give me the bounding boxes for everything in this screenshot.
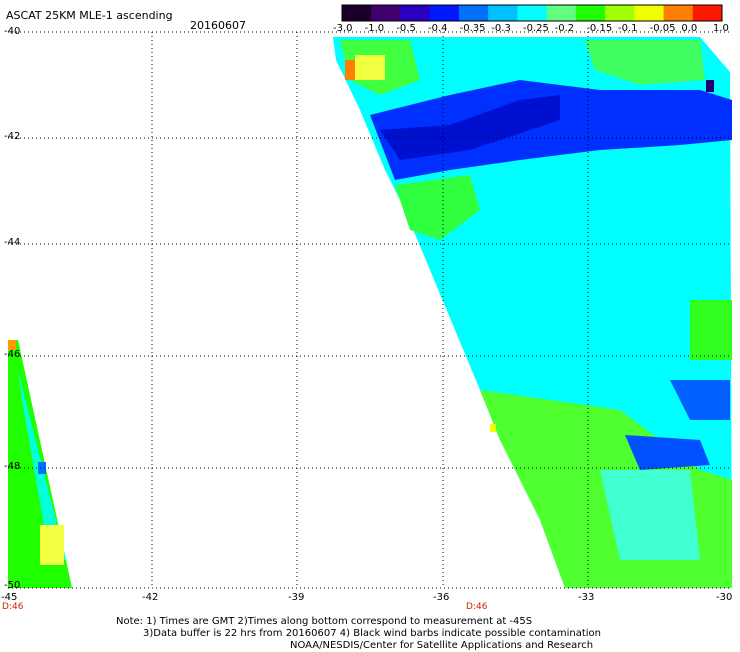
colorbar-segment (458, 5, 489, 21)
swath-yellow-edge (490, 424, 496, 432)
swath-label-left: D:46 (2, 602, 24, 612)
lon-label-42: -42 (142, 592, 159, 603)
swath-blue-core (380, 95, 560, 160)
colorbar-segment (371, 5, 401, 21)
colorbar-label: -0.2 (554, 23, 575, 34)
swath-yellow (355, 55, 385, 80)
colorbar-segment (575, 5, 606, 21)
lon-label-36: -36 (433, 592, 450, 603)
swath-green-mid (395, 175, 480, 240)
lat-label-44: -44 (4, 237, 21, 248)
colorbar-segment (692, 5, 723, 21)
swath-cyan-bottom (600, 470, 700, 560)
colorbar-segment (605, 5, 635, 21)
swath-left-yellow (40, 525, 64, 565)
lat-label-48: -48 (4, 461, 21, 472)
lat-label-40: -40 (4, 26, 21, 37)
swath-left-orange (8, 340, 16, 350)
colorbar-label: -3.0 (333, 23, 353, 34)
colorbar-label: -0.35 (459, 23, 486, 34)
colorbar-segment (634, 5, 665, 21)
colorbar-segment (546, 5, 577, 21)
colorbar-segment (429, 5, 460, 21)
swath-blue-lower-mid (625, 435, 710, 470)
swath-green-right (690, 300, 732, 360)
map-date: 20160607 (190, 19, 246, 32)
colorbar-label: -0.1 (618, 23, 638, 34)
colorbar-label: -0.25 (523, 23, 549, 34)
colorbar-segment (663, 5, 694, 21)
colorbar-segment (488, 5, 518, 21)
lon-label-33: -33 (578, 592, 595, 603)
swath-label-right: D:46 (466, 602, 488, 612)
colorbar-label: -0.3 (491, 23, 511, 34)
note-line-1: Note: 1) Times are GMT 2)Times along bot… (116, 616, 533, 627)
swath-dark-cell (706, 80, 714, 92)
swath-blue-lower-right (670, 380, 730, 420)
colorbar-label: -0.05 (649, 23, 676, 34)
colorbar-label: 0.0 (681, 23, 698, 34)
graticule (8, 31, 732, 589)
lon-label-45: -45 (1, 592, 18, 603)
note-line-2: 3)Data buffer is 22 hrs from 20160607 4)… (143, 628, 601, 639)
colorbar-label: -0.15 (586, 23, 613, 34)
colorbar-segment (517, 5, 548, 21)
lat-label-50: -50 (4, 580, 21, 591)
lat-label-42: -42 (4, 131, 21, 142)
colorbar-segment (342, 5, 372, 21)
swath-orange (345, 60, 355, 80)
lon-label-39: -39 (288, 592, 305, 603)
map-title: ASCAT 25KM MLE-1 ascending (6, 9, 173, 22)
swath-left-blue (38, 462, 46, 474)
colorbar (341, 4, 723, 22)
colorbar-label: -0.5 (396, 23, 416, 34)
colorbar-segment (400, 5, 431, 21)
lon-label-30: -30 (716, 592, 733, 603)
colorbar-label: -0.4 (428, 23, 448, 34)
colorbar-frame (341, 4, 723, 22)
colorbar-label: 1.0 (713, 23, 729, 34)
lat-label-46: -46 (4, 349, 21, 360)
swath-blue-band (370, 80, 732, 180)
note-line-3: NOAA/NESDIS/Center for Satellite Applica… (290, 640, 594, 651)
swath-green-top-right (585, 40, 705, 85)
colorbar-label: -1.0 (364, 23, 385, 34)
